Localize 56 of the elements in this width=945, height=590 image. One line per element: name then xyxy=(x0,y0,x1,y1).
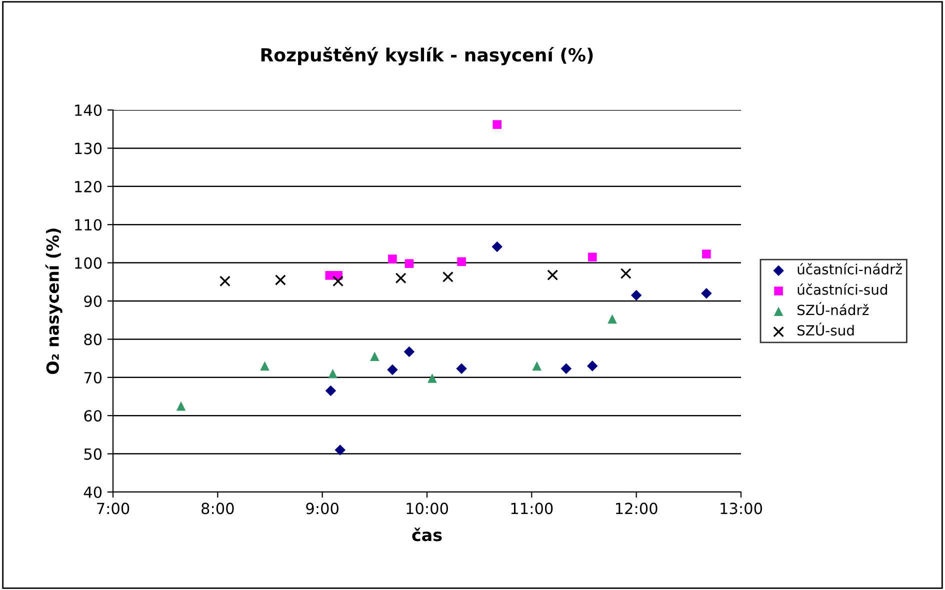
x-tick-label: 10:00 xyxy=(406,502,448,514)
legend-label: SZÚ-nádrž xyxy=(798,302,869,316)
x-tick-label: 13:00 xyxy=(720,502,762,514)
point xyxy=(395,272,406,284)
point xyxy=(387,364,398,376)
x-tick-label: 7:00 xyxy=(97,502,130,514)
point xyxy=(442,271,454,282)
y-tick-label: 60 xyxy=(84,410,102,422)
point xyxy=(325,271,334,280)
point xyxy=(492,241,503,252)
y-tick-label: 110 xyxy=(75,219,102,231)
legend-label: SZÚ-sud xyxy=(798,322,854,336)
point xyxy=(332,276,344,287)
point xyxy=(620,268,632,279)
point xyxy=(334,444,346,456)
point xyxy=(588,252,597,262)
x-tick-label: 12:00 xyxy=(616,502,658,514)
point xyxy=(492,120,502,129)
legend-label: účastníci-nádrž xyxy=(798,263,902,274)
point xyxy=(456,363,467,374)
point xyxy=(176,401,186,411)
x-tick-label: 11:00 xyxy=(511,502,553,514)
point xyxy=(608,314,617,324)
x-axis-title: čas xyxy=(412,528,442,542)
point xyxy=(220,276,230,287)
x-tick-label: 8:00 xyxy=(202,502,234,514)
y-tick-label: 40 xyxy=(84,486,102,498)
point xyxy=(274,274,286,286)
point xyxy=(701,288,712,299)
point xyxy=(547,270,558,281)
point xyxy=(586,360,598,372)
point xyxy=(404,259,414,268)
x-tick-label: 9:00 xyxy=(306,502,338,514)
y-tick-label: 140 xyxy=(75,104,102,116)
point xyxy=(325,385,336,396)
point xyxy=(370,352,380,362)
y-tick-label: 130 xyxy=(75,142,102,154)
chart-title: Rozpuštěný kyslík - nasycení (%) xyxy=(261,46,593,66)
point xyxy=(702,250,711,258)
point xyxy=(560,363,572,374)
y-tick-label: 90 xyxy=(84,295,102,308)
point xyxy=(630,290,642,301)
point xyxy=(457,257,466,266)
y-tick-label: 100 xyxy=(75,257,102,269)
y-tick-label: 120 xyxy=(75,180,102,192)
y-tick-label: 50 xyxy=(84,448,102,460)
point xyxy=(404,346,415,358)
y-axis-title: O₂ nasycení (%) xyxy=(45,228,62,374)
point xyxy=(328,368,338,378)
point xyxy=(388,254,397,264)
y-tick-label: 70 xyxy=(84,372,102,384)
point xyxy=(428,374,437,383)
legend-label: účastníci-sud xyxy=(798,284,888,295)
point xyxy=(532,361,542,371)
y-tick-label: 80 xyxy=(84,334,102,346)
point xyxy=(260,361,270,371)
